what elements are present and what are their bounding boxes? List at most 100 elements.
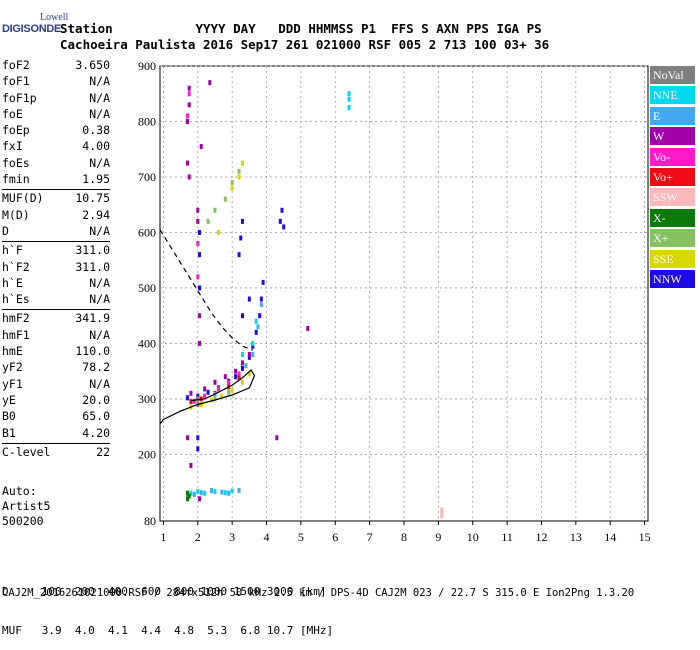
data-point — [203, 386, 207, 392]
data-point — [240, 160, 244, 166]
param-name: hmE — [2, 344, 23, 359]
param-row: foF1p N/A — [2, 91, 110, 107]
param-name: h`Es — [2, 292, 30, 307]
data-point — [347, 105, 351, 111]
data-point — [203, 490, 207, 496]
param-value: 10.75 — [75, 191, 110, 206]
data-point — [259, 302, 263, 308]
legend-item: Vo+ — [650, 167, 695, 186]
data-point — [198, 313, 202, 319]
data-point — [185, 395, 189, 401]
legend-item: NoVal — [650, 66, 695, 84]
param-name: fmin — [2, 172, 30, 187]
data-point — [247, 352, 251, 358]
data-point — [261, 279, 265, 285]
param-separator — [2, 442, 110, 444]
x-tick-label: 9 — [435, 530, 441, 544]
data-point — [278, 218, 282, 224]
data-point — [251, 352, 255, 358]
param-value: 4.00 — [82, 139, 110, 154]
param-value: N/A — [89, 376, 110, 391]
x-tick-label: 13 — [570, 530, 582, 544]
data-point — [240, 360, 244, 366]
auto-label: Auto: — [2, 484, 37, 498]
muf-curve — [159, 229, 254, 351]
param-value: 22 — [96, 444, 110, 459]
data-point — [196, 393, 200, 399]
data-point — [210, 397, 214, 403]
legend-item: Vo- — [650, 147, 695, 166]
data-point — [223, 490, 227, 496]
data-point — [213, 396, 217, 402]
param-name: h`F2 — [2, 259, 30, 274]
param-name: h`E — [2, 275, 23, 290]
param-name: foEp — [2, 123, 30, 138]
param-row: h`E N/A — [2, 276, 110, 292]
param-value: 0.38 — [82, 123, 110, 138]
param-value: N/A — [89, 74, 110, 89]
data-point — [220, 393, 224, 399]
x-tick-label: 4 — [264, 530, 270, 544]
data-point — [189, 490, 193, 496]
param-value: 341.9 — [75, 311, 110, 326]
param-value: 4.20 — [82, 425, 110, 440]
param-row: foEp 0.38 — [2, 123, 110, 139]
data-point — [189, 463, 193, 469]
data-point — [247, 371, 251, 377]
data-point — [198, 340, 202, 346]
data-point — [247, 354, 251, 360]
y-tick-label: 300 — [138, 392, 156, 406]
data-point — [187, 102, 191, 108]
data-point — [208, 80, 212, 86]
param-value: 3.650 — [75, 58, 110, 72]
param-name: hmF2 — [2, 311, 30, 326]
electron-density-profile — [159, 369, 256, 425]
data-point — [185, 490, 189, 496]
data-point — [230, 388, 234, 394]
param-row: foEs N/A — [2, 156, 110, 172]
data-point — [244, 363, 248, 369]
data-point — [185, 113, 189, 119]
x-tick-label: 1 — [160, 530, 166, 544]
param-row: C-level 22 — [2, 445, 110, 461]
data-point — [185, 435, 189, 441]
data-point — [230, 488, 234, 494]
param-name: hmF1 — [2, 327, 30, 342]
data-point — [185, 160, 189, 166]
data-point — [440, 510, 444, 516]
param-row: hmF2 341.9 — [2, 311, 110, 327]
data-point — [237, 168, 241, 174]
param-value: 2.94 — [82, 207, 110, 222]
y-tick-label: 800 — [138, 114, 156, 128]
param-value: 78.2 — [82, 360, 110, 375]
param-row: M(D) 2.94 — [2, 208, 110, 224]
data-point — [440, 507, 444, 513]
data-point — [196, 446, 200, 452]
data-point — [234, 374, 238, 380]
param-row: fmin 1.95 — [2, 172, 110, 188]
data-point — [237, 371, 241, 377]
param-name: yF2 — [2, 360, 23, 375]
data-point — [198, 285, 202, 291]
data-point — [206, 389, 210, 395]
data-point — [198, 252, 202, 258]
data-point — [198, 496, 202, 502]
x-tick-label: 12 — [535, 530, 547, 544]
muf-frequency-row: MUF 3.9 4.0 4.1 4.4 4.8 5.3 6.8 10.7 [MH… — [2, 624, 334, 637]
param-separator — [2, 309, 110, 311]
param-row: h`F 311.0 — [2, 243, 110, 259]
data-point — [196, 435, 200, 441]
param-row: yF1 N/A — [2, 377, 110, 393]
param-row: hmF1 N/A — [2, 328, 110, 344]
data-point — [275, 435, 279, 441]
data-point — [254, 329, 258, 335]
data-point — [347, 96, 351, 102]
header-labels: Station YYYY DAY DDD HHMMSS P1 FFS S AXN… — [60, 21, 542, 36]
param-name: fxI — [2, 139, 23, 154]
lowell-digisonde-logo: Lowell DIGISONDE — [0, 12, 70, 38]
param-value: 311.0 — [75, 243, 110, 258]
data-point — [187, 493, 191, 499]
autoscaling-info: Auto: Artist5 500200 — [2, 484, 50, 529]
legend-item: X- — [650, 208, 695, 227]
data-point — [237, 174, 241, 180]
